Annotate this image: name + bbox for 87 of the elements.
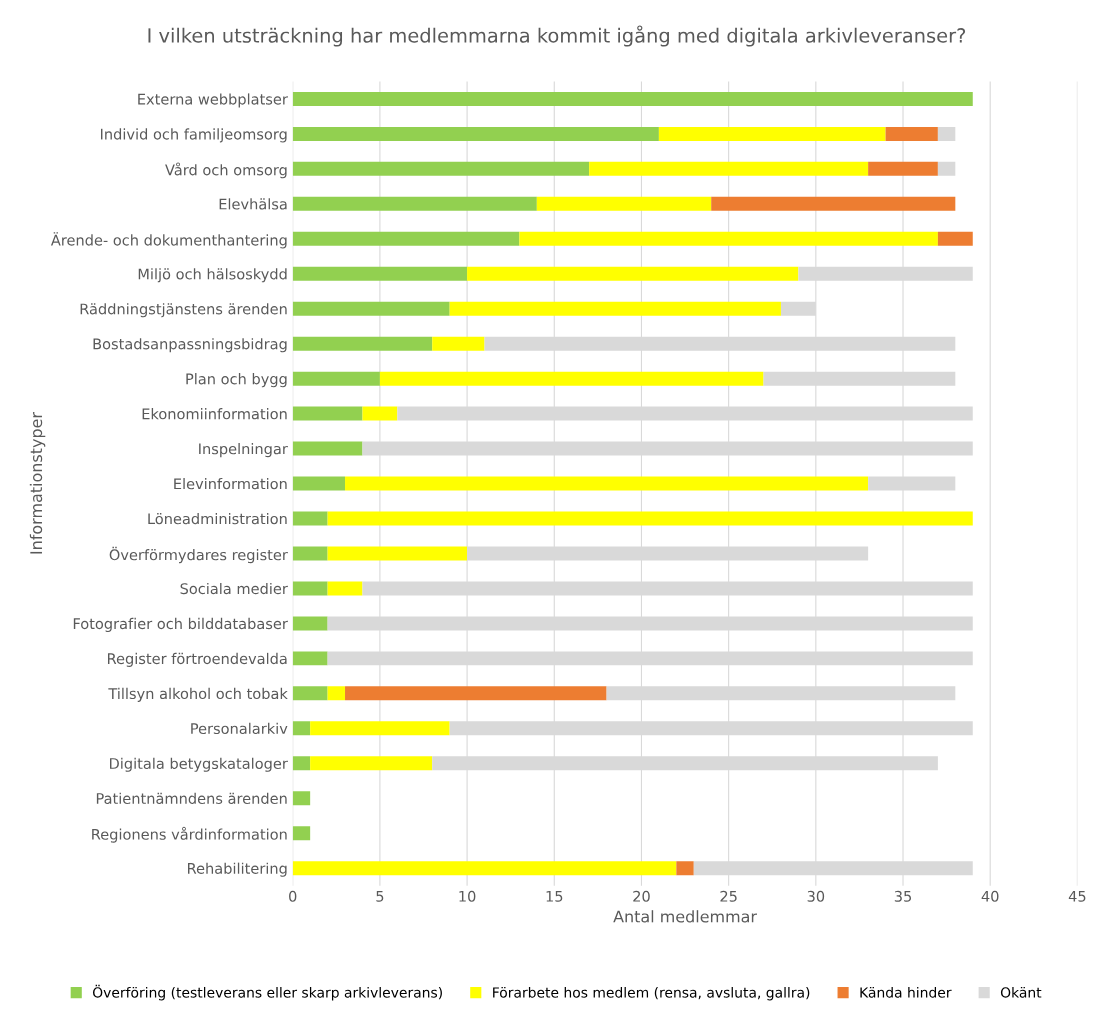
bar (937, 126, 956, 141)
y-tick-label: Ärende- och dokumenthantering (50, 232, 287, 249)
x-tick-label: 0 (289, 890, 297, 902)
bar (345, 686, 607, 701)
y-tick-label: Löneadministration (148, 512, 287, 525)
bar (292, 301, 450, 316)
y-tick-label: Personalarkiv (191, 722, 288, 735)
y-tick-label: Externa webbplatser (138, 93, 288, 108)
bar (327, 686, 346, 701)
bar (292, 126, 659, 141)
bar (327, 511, 973, 526)
bar (345, 476, 869, 491)
bar (536, 196, 712, 211)
bar (589, 161, 869, 176)
y-tick-label: Miljö och hälsoskydd (138, 268, 287, 283)
legend-label: Kända hinder (860, 986, 952, 998)
y-tick-label: Sociala medier (180, 582, 288, 595)
bar (937, 161, 956, 176)
bar (292, 266, 468, 281)
y-tick-label: Fotografier och bilddatabaser (73, 617, 288, 632)
bar (292, 91, 973, 106)
legend-label: Överföring (testleverans eller skarp arkivleverans) (92, 984, 442, 1001)
bar (292, 756, 311, 771)
x-tick-label: 40 (981, 890, 999, 902)
y-tick-label: Elevinformation (174, 478, 287, 490)
bar (519, 231, 938, 246)
bar (292, 336, 433, 351)
bar (292, 686, 328, 701)
y-tick-label: Individ och familjeomsorg (100, 128, 287, 143)
y-tick-label: Tillsyn alkohol och tobak (108, 687, 288, 702)
x-tick-label: 10 (459, 890, 476, 902)
chart-title: I vilken utsträckning har medlemmarna kommit igång med digitala arkivleveranser? (148, 25, 966, 47)
y-tick-label: Elevhälsa (219, 198, 287, 210)
x-tick-label: 5 (376, 890, 384, 902)
bar (292, 581, 328, 596)
bar (379, 371, 764, 386)
bar (449, 301, 781, 316)
x-tick-label: 20 (633, 890, 650, 902)
x-tick-label: 45 (1068, 890, 1086, 902)
bar (327, 581, 363, 596)
y-tick-label: Räddningstjänstens ärenden (80, 303, 287, 318)
bar (292, 371, 380, 386)
bar (292, 651, 328, 666)
legend-label: Okänt (1000, 986, 1042, 998)
bar (362, 406, 398, 421)
bar (292, 196, 537, 211)
x-tick-label: 15 (546, 890, 563, 902)
bar (467, 266, 799, 281)
legend-label: Förarbete hos medlem (rensa, avsluta, gallra) (493, 986, 810, 1001)
y-tick-label: Bostadsanpassningsbidrag (93, 338, 287, 353)
bar (937, 231, 973, 246)
x-axis-title: Antal medlemmar (613, 910, 757, 923)
y-tick-label: Regionens vårdinformation (92, 826, 287, 843)
y-tick-label: Digitala betygskataloger (110, 757, 288, 772)
y-axis-title: Informationstyper (29, 412, 46, 554)
bar (292, 616, 328, 631)
x-tick-label: 35 (894, 890, 912, 902)
bar (292, 441, 363, 456)
y-tick-label: Inspelningar (199, 443, 288, 458)
bar (310, 721, 450, 736)
bar (432, 336, 485, 351)
bar (327, 546, 468, 561)
y-tick-label: Rehabilitering (188, 862, 287, 877)
y-tick-label: Överförmydares register (109, 546, 288, 564)
bar (868, 161, 938, 176)
y-tick-label: Ekonomiinformation (142, 408, 287, 420)
y-tick-label: Register förtroendevalda (107, 652, 287, 667)
bar (885, 126, 938, 141)
bar (292, 861, 677, 876)
bar (711, 196, 956, 211)
bar (310, 756, 433, 771)
bar (292, 826, 311, 841)
x-tick-label: 30 (807, 890, 825, 902)
bar (676, 861, 694, 876)
bar (292, 546, 328, 561)
bar (658, 126, 886, 141)
y-tick-label: Patientnämndens ärenden (96, 792, 287, 804)
bar (292, 161, 590, 176)
bar (292, 511, 328, 526)
bar (292, 721, 311, 736)
y-tick-label: Plan och bygg (186, 373, 287, 388)
bar (292, 791, 311, 806)
bar (292, 406, 363, 421)
x-tick-label: 25 (720, 890, 737, 902)
y-tick-label: Vård och omsorg (165, 162, 287, 179)
bar (292, 476, 346, 491)
bar (292, 231, 520, 246)
